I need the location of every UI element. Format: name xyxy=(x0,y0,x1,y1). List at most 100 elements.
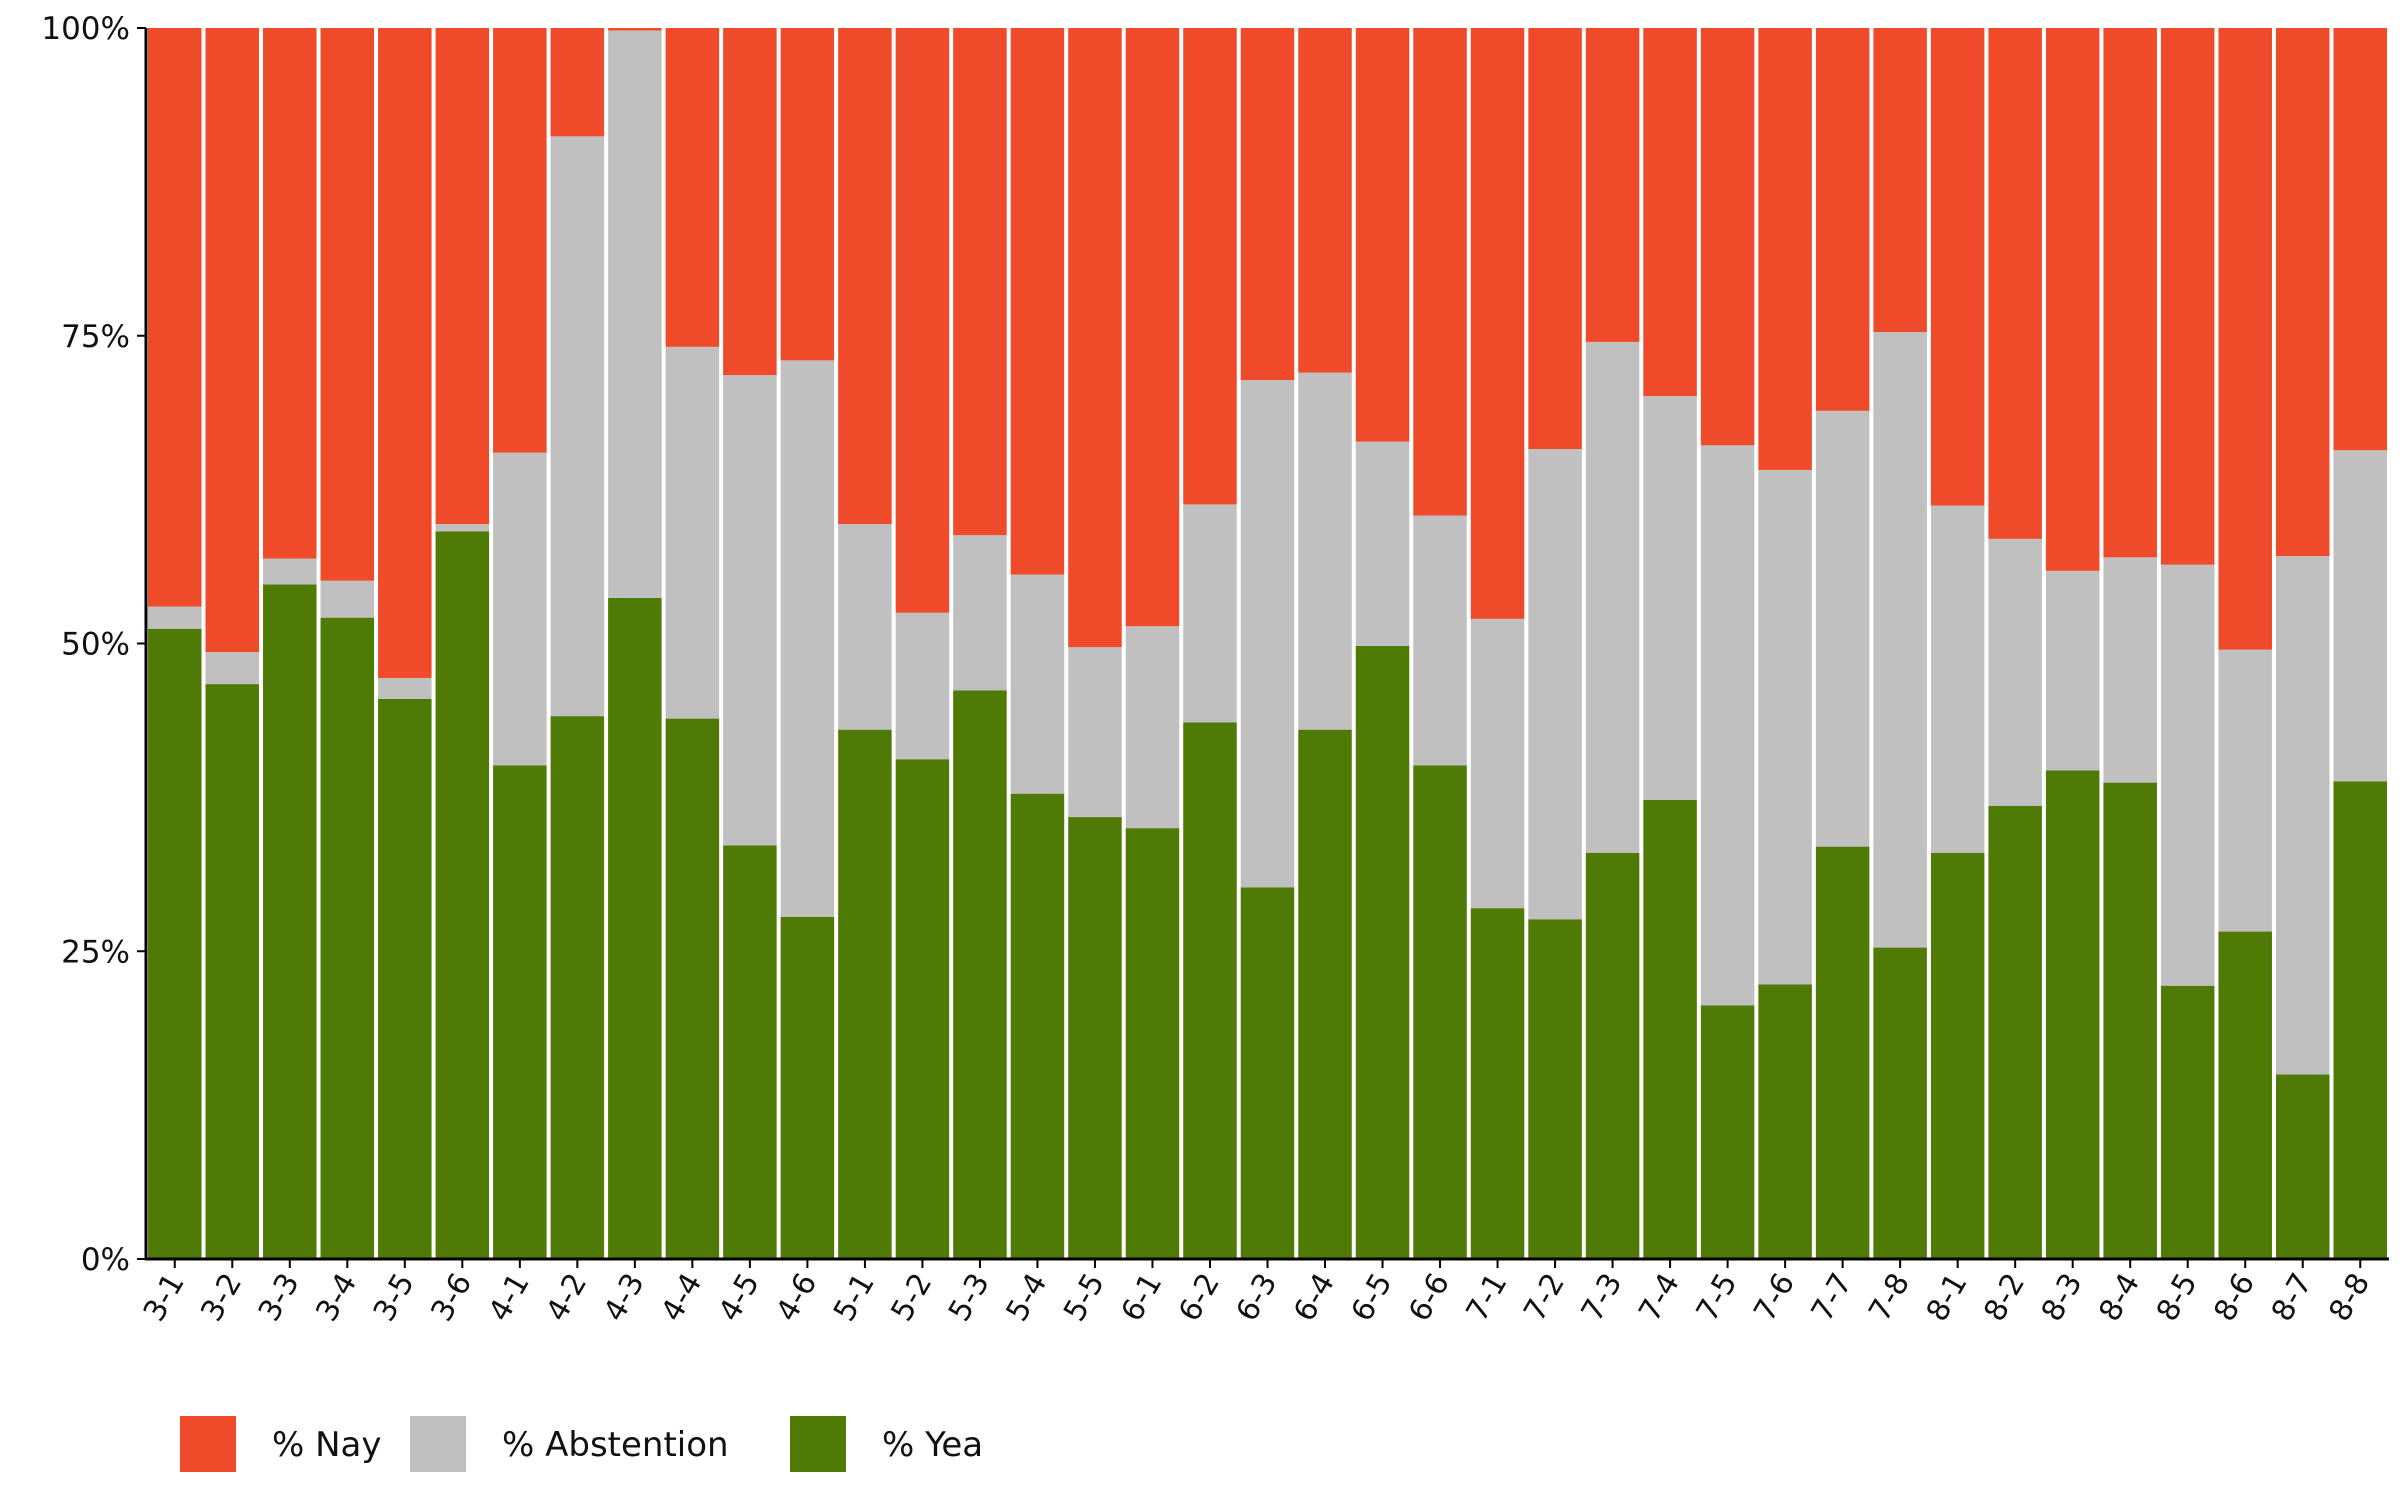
y-tick-label-0: 0% xyxy=(81,1242,130,1278)
bar-group-6-1 xyxy=(1125,28,1180,1259)
bar-segment-yea-5-5 xyxy=(1068,817,1122,1259)
bar-segment-yea-8-5 xyxy=(2160,985,2215,1259)
bar-segment-nay-3-5 xyxy=(378,28,432,678)
bar-segment-yea-4-4 xyxy=(665,718,720,1259)
bar-segment-abstention-7-2 xyxy=(1528,449,1582,920)
bar-segment-yea-4-3 xyxy=(608,597,662,1259)
bar-segment-yea-8-6 xyxy=(2218,931,2272,1259)
bar-segment-abstention-8-4 xyxy=(2103,557,2157,783)
bar-segment-abstention-8-3 xyxy=(2045,570,2100,771)
bar-segment-abstention-7-8 xyxy=(1873,332,1927,948)
x-tick-label-6-2: 6-2 xyxy=(1172,1268,1227,1328)
bar-segment-nay-5-4 xyxy=(1010,28,1065,575)
bar-segment-abstention-5-5 xyxy=(1068,647,1122,818)
bar-segment-yea-4-5 xyxy=(723,845,777,1259)
bar-segment-yea-7-5 xyxy=(1700,1005,1755,1259)
bar-segment-nay-7-3 xyxy=(1585,28,1640,342)
bar-segment-yea-7-6 xyxy=(1758,984,1812,1259)
bar-segment-abstention-4-3 xyxy=(608,30,662,598)
legend-label-yea: % Yea xyxy=(882,1425,983,1465)
bar-segment-yea-6-3 xyxy=(1240,887,1295,1259)
bar-group-5-3 xyxy=(953,28,1007,1259)
bar-group-8-7 xyxy=(2275,28,2330,1259)
bar-group-6-2 xyxy=(1183,28,1237,1259)
bar-segment-abstention-8-5 xyxy=(2160,564,2215,986)
x-tick-label-4-4: 4-4 xyxy=(654,1268,709,1328)
bar-group-8-4 xyxy=(2103,28,2157,1259)
x-tick-label-3-2: 3-2 xyxy=(194,1268,249,1328)
bar-segment-abstention-4-2 xyxy=(550,136,605,717)
bar-group-3-3 xyxy=(263,28,317,1259)
bar-segment-abstention-8-1 xyxy=(1930,505,1985,853)
bar-segment-yea-8-4 xyxy=(2103,782,2157,1259)
bars-layer xyxy=(148,28,2387,1259)
bar-segment-yea-7-2 xyxy=(1528,919,1582,1259)
bar-segment-abstention-7-6 xyxy=(1758,469,1812,985)
x-tick-label-5-1: 5-1 xyxy=(827,1268,882,1328)
bar-segment-nay-6-2 xyxy=(1183,28,1237,505)
bar-segment-yea-8-8 xyxy=(2333,781,2387,1259)
x-tick-label-6-4: 6-4 xyxy=(1287,1268,1342,1328)
bar-group-5-1 xyxy=(838,28,892,1259)
bar-group-5-5 xyxy=(1068,28,1122,1259)
legend-label-nay: % Nay xyxy=(272,1425,382,1465)
bar-segment-nay-7-1 xyxy=(1470,28,1525,619)
bar-segment-nay-7-5 xyxy=(1700,28,1755,446)
x-tick-label-7-4: 7-4 xyxy=(1632,1268,1687,1328)
legend-swatch-nay xyxy=(180,1416,236,1472)
bar-segment-yea-5-1 xyxy=(838,729,892,1259)
bar-segment-yea-4-6 xyxy=(780,916,835,1259)
bar-group-3-5 xyxy=(378,28,432,1259)
bar-segment-yea-7-7 xyxy=(1815,846,1870,1259)
bar-segment-yea-6-1 xyxy=(1125,828,1180,1259)
bar-segment-nay-4-2 xyxy=(550,28,605,137)
bar-group-5-2 xyxy=(895,28,950,1259)
x-tick-label-8-4: 8-4 xyxy=(2092,1268,2147,1328)
bar-segment-nay-7-8 xyxy=(1873,28,1927,333)
bar-segment-abstention-7-5 xyxy=(1700,445,1755,1006)
bar-group-8-6 xyxy=(2218,28,2272,1259)
x-tick-label-6-6: 6-6 xyxy=(1402,1268,1457,1328)
bar-segment-abstention-6-5 xyxy=(1355,441,1410,646)
legend: % Nay % Abstention % Yea xyxy=(180,1416,983,1472)
bar-segment-yea-6-2 xyxy=(1183,722,1237,1259)
bar-segment-nay-3-2 xyxy=(205,28,260,653)
bar-group-4-5 xyxy=(723,28,777,1259)
bar-segment-nay-8-3 xyxy=(2045,28,2100,571)
bar-group-8-3 xyxy=(2045,28,2100,1259)
bar-segment-yea-8-3 xyxy=(2045,770,2100,1259)
bar-group-7-8 xyxy=(1873,28,1927,1259)
bar-segment-yea-4-1 xyxy=(493,765,547,1259)
y-tick-label-4: 100% xyxy=(41,11,130,47)
bar-segment-nay-8-8 xyxy=(2333,28,2387,451)
x-tick-label-3-5: 3-5 xyxy=(367,1268,422,1328)
bar-segment-abstention-3-5 xyxy=(378,677,432,699)
y-tick-label-1: 25% xyxy=(61,934,130,970)
bar-segment-abstention-3-3 xyxy=(263,558,317,585)
bar-segment-nay-5-1 xyxy=(838,28,892,525)
bar-group-3-4 xyxy=(320,28,375,1259)
bar-segment-nay-5-3 xyxy=(953,28,1007,536)
bar-segment-nay-6-1 xyxy=(1125,28,1180,627)
bar-segment-nay-5-5 xyxy=(1068,28,1122,648)
x-tick-label-3-3: 3-3 xyxy=(252,1268,307,1328)
bar-segment-abstention-3-1 xyxy=(148,606,202,629)
bar-segment-nay-7-7 xyxy=(1815,28,1870,411)
bar-segment-abstention-3-4 xyxy=(320,580,375,618)
x-tick-label-3-6: 3-6 xyxy=(424,1268,479,1328)
bar-group-8-8 xyxy=(2333,28,2387,1259)
bar-segment-nay-4-3 xyxy=(608,28,662,31)
x-tick-label-8-1: 8-1 xyxy=(1920,1268,1975,1328)
x-tick-label-4-5: 4-5 xyxy=(712,1268,767,1328)
bar-segment-yea-7-3 xyxy=(1585,852,1640,1259)
bar-segment-nay-7-2 xyxy=(1528,28,1582,449)
bar-segment-nay-7-6 xyxy=(1758,28,1812,470)
bar-segment-yea-3-2 xyxy=(205,684,260,1259)
bar-group-8-1 xyxy=(1930,28,1985,1259)
bar-group-4-3 xyxy=(608,28,662,1259)
bar-segment-nay-8-4 xyxy=(2103,28,2157,558)
y-tick-label-2: 50% xyxy=(61,627,130,663)
x-tick-label-8-3: 8-3 xyxy=(2035,1268,2090,1328)
